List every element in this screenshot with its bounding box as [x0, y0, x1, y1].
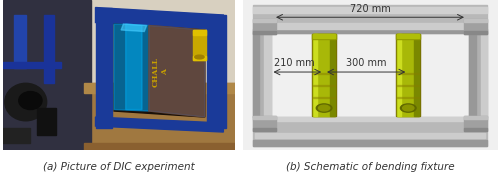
Bar — [464, 116, 487, 119]
Polygon shape — [114, 24, 205, 117]
Bar — [193, 30, 206, 35]
Bar — [314, 73, 335, 74]
Bar — [252, 140, 488, 145]
Bar — [470, 33, 476, 117]
Bar — [252, 33, 259, 117]
Bar — [481, 33, 488, 117]
Bar — [84, 83, 235, 150]
Bar — [398, 73, 419, 74]
Bar — [193, 30, 206, 60]
Polygon shape — [114, 24, 149, 111]
Bar — [318, 34, 330, 116]
Bar — [464, 31, 487, 34]
Bar — [252, 7, 488, 13]
Bar — [252, 117, 488, 121]
Bar — [252, 19, 276, 34]
Bar — [398, 34, 419, 38]
Polygon shape — [96, 8, 224, 30]
Bar — [314, 97, 335, 98]
Ellipse shape — [318, 105, 330, 111]
Ellipse shape — [5, 83, 46, 121]
Bar — [2, 0, 91, 150]
Bar — [314, 34, 335, 116]
Text: (b) Schematic of bending fixture: (b) Schematic of bending fixture — [286, 162, 454, 172]
Bar — [252, 116, 276, 131]
Bar — [470, 33, 488, 117]
Bar — [396, 34, 420, 39]
Ellipse shape — [400, 104, 416, 112]
Bar — [398, 85, 419, 86]
Bar — [84, 143, 235, 150]
Polygon shape — [126, 24, 142, 110]
Polygon shape — [207, 15, 226, 128]
Bar — [252, 31, 276, 34]
Text: 210 mm: 210 mm — [274, 58, 315, 68]
Bar — [252, 117, 488, 145]
Bar — [252, 33, 270, 117]
Ellipse shape — [402, 105, 414, 111]
Bar — [252, 116, 276, 119]
Polygon shape — [96, 117, 224, 132]
Bar — [2, 128, 30, 143]
Bar — [402, 34, 414, 116]
Bar — [44, 15, 54, 83]
Bar — [396, 34, 420, 116]
Bar — [314, 34, 318, 116]
Bar — [314, 85, 335, 86]
Bar — [2, 0, 235, 83]
Bar — [314, 34, 335, 38]
Bar — [464, 19, 487, 22]
Bar — [414, 34, 419, 116]
Bar — [464, 128, 487, 131]
Bar — [398, 34, 402, 116]
Bar — [252, 29, 488, 33]
Bar — [256, 23, 485, 29]
Ellipse shape — [316, 104, 332, 112]
Bar — [312, 34, 336, 116]
Polygon shape — [121, 24, 146, 31]
Polygon shape — [96, 8, 112, 128]
Polygon shape — [149, 25, 205, 117]
Bar — [314, 34, 317, 116]
Bar — [38, 108, 56, 135]
Bar — [256, 133, 485, 138]
Bar — [330, 34, 335, 116]
Bar — [464, 116, 487, 131]
Bar — [464, 19, 487, 34]
Bar — [252, 128, 276, 131]
Bar — [2, 61, 60, 68]
Bar — [398, 97, 419, 98]
Bar — [398, 34, 401, 116]
Bar — [84, 83, 235, 93]
Bar — [264, 33, 270, 117]
Text: 720 mm: 720 mm — [350, 4, 391, 14]
Bar — [193, 55, 206, 60]
Bar — [252, 19, 276, 22]
Text: (a) Picture of DIC experiment: (a) Picture of DIC experiment — [43, 162, 195, 172]
Bar — [252, 5, 488, 33]
Ellipse shape — [195, 55, 204, 59]
Bar — [312, 34, 336, 39]
Ellipse shape — [19, 92, 42, 110]
Polygon shape — [149, 25, 205, 117]
Text: CHALL
A: CHALL A — [152, 57, 169, 87]
Bar — [398, 34, 419, 116]
Text: 300 mm: 300 mm — [346, 58, 387, 68]
Bar — [14, 15, 26, 68]
